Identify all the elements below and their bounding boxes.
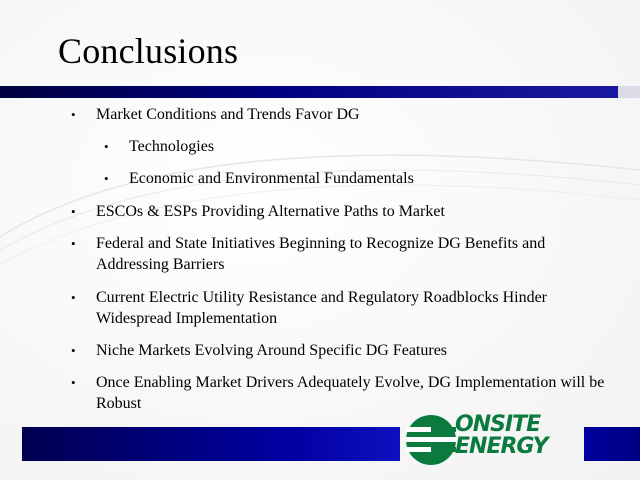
bullet-item: • Current Electric Utility Resistance an… [71, 287, 611, 329]
footer-bar-right [584, 427, 640, 461]
logo-wordmark: ONSITE ENERGY [455, 412, 549, 459]
onsite-energy-logo-icon [406, 415, 456, 465]
bullet-dot: • [71, 375, 76, 390]
bullet-dot: • [104, 139, 109, 154]
bullet-text: Market Conditions and Trends Favor DG [96, 106, 360, 123]
bullet-text: Economic and Environmental Fundamentals [129, 170, 414, 187]
bullet-dot: • [71, 107, 76, 122]
bullet-dot: • [104, 171, 109, 186]
bullet-text: Technologies [129, 138, 215, 155]
bullet-item: • Federal and State Initiatives Beginnin… [71, 233, 611, 275]
bullet-text: Niche Markets Evolving Around Specific D… [96, 342, 448, 359]
bullet-dot: • [71, 343, 76, 358]
footer-bar-left [22, 427, 400, 461]
bullet-dot: • [71, 204, 76, 219]
bullet-item: • Market Conditions and Trends Favor DG [71, 104, 616, 125]
title-underline-bar [0, 86, 640, 98]
bullet-text: Once Enabling Market Drivers Adequately … [96, 374, 605, 412]
sub-bullet-item: • Economic and Environmental Fundamental… [104, 168, 609, 189]
slide-title: Conclusions [58, 31, 239, 71]
bullet-dot: • [71, 290, 76, 305]
bullet-text: Current Electric Utility Resistance and … [96, 289, 547, 327]
logo-line1: ONSITE [455, 412, 541, 437]
bullet-item: • Niche Markets Evolving Around Specific… [71, 340, 611, 361]
bullet-item: • ESCOs & ESPs Providing Alternative Pat… [71, 201, 616, 222]
bullet-text: ESCOs & ESPs Providing Alternative Paths… [96, 203, 445, 220]
bullet-dot: • [71, 236, 76, 251]
bullet-item: • Once Enabling Market Drivers Adequatel… [71, 372, 616, 414]
sub-bullet-item: • Technologies [104, 136, 609, 157]
logo-line2: ENERGY [455, 434, 549, 459]
bullet-text: Federal and State Initiatives Beginning … [96, 235, 546, 273]
